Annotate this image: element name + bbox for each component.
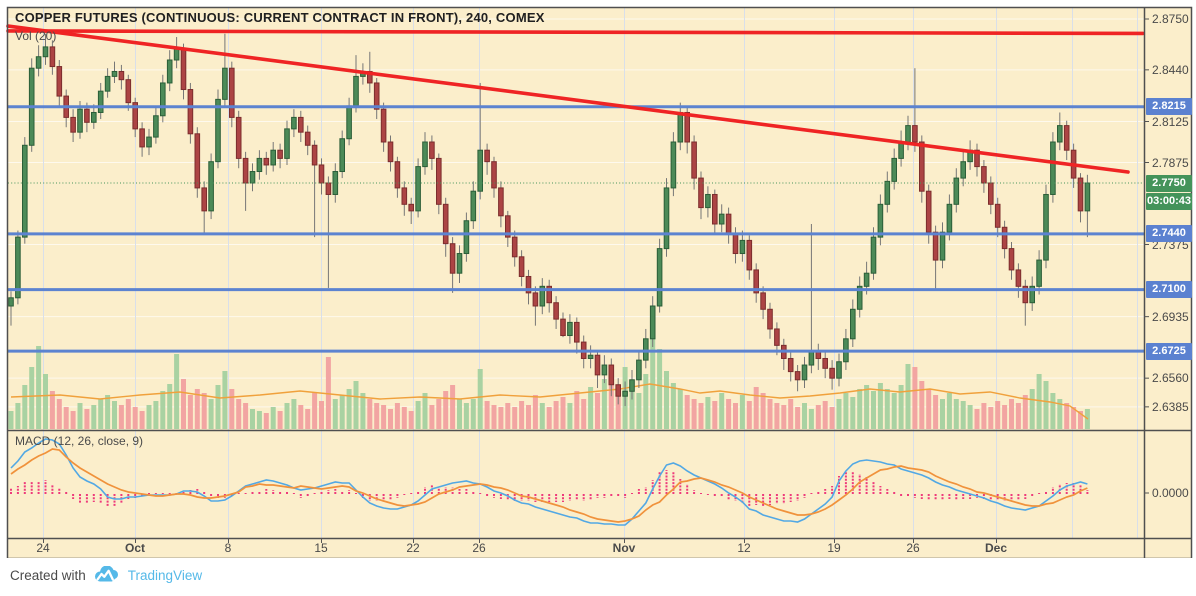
created-with-text: Created with (10, 567, 86, 583)
current-price-badge: 2.7750 (1146, 174, 1192, 192)
time-axis-label: 26 (472, 541, 486, 555)
time-axis-label: 22 (406, 541, 420, 555)
level-price-badge: 2.8215 (1146, 98, 1192, 116)
price-axis-label: 2.8125 (1152, 114, 1189, 129)
macd-indicator-label: MACD (12, 26, close, 9) (15, 434, 144, 448)
countdown-badge: 03:00:43 (1146, 192, 1192, 210)
time-axis-label: 12 (737, 541, 751, 555)
footer: Created with TradingView (10, 562, 202, 588)
level-price-badge: 2.7100 (1146, 281, 1192, 299)
time-axis-label: 8 (224, 541, 232, 555)
price-axis-label: 2.8440 (1152, 62, 1189, 77)
time-axis-label: 26 (906, 541, 920, 555)
time-axis-label: Nov (612, 541, 636, 555)
price-axis-label: 2.7875 (1152, 155, 1189, 170)
chart-canvas[interactable] (0, 0, 1196, 558)
level-price-badge: 2.6725 (1146, 342, 1192, 360)
price-axis-label: 2.6385 (1152, 399, 1189, 414)
tradingview-link[interactable]: TradingView (127, 567, 203, 583)
price-axis-label: 2.6560 (1152, 371, 1189, 386)
level-price-badge: 2.7440 (1146, 225, 1192, 243)
volume-indicator-label: Vol (20) (15, 29, 57, 43)
price-axis-label: 2.6935 (1152, 309, 1189, 324)
time-axis-label: 19 (827, 541, 841, 555)
price-axis-label: 2.8750 (1152, 12, 1189, 26)
tradingview-logo (94, 566, 118, 582)
macd-zero-label: 0.0000 (1152, 486, 1189, 500)
time-axis-label: 24 (36, 541, 50, 555)
time-axis-label: Oct (124, 541, 145, 555)
symbol-title: COPPER FUTURES (CONTINUOUS: CURRENT CONT… (15, 10, 545, 25)
time-axis-label: Dec (984, 541, 1007, 555)
time-axis-label: 15 (314, 541, 328, 555)
